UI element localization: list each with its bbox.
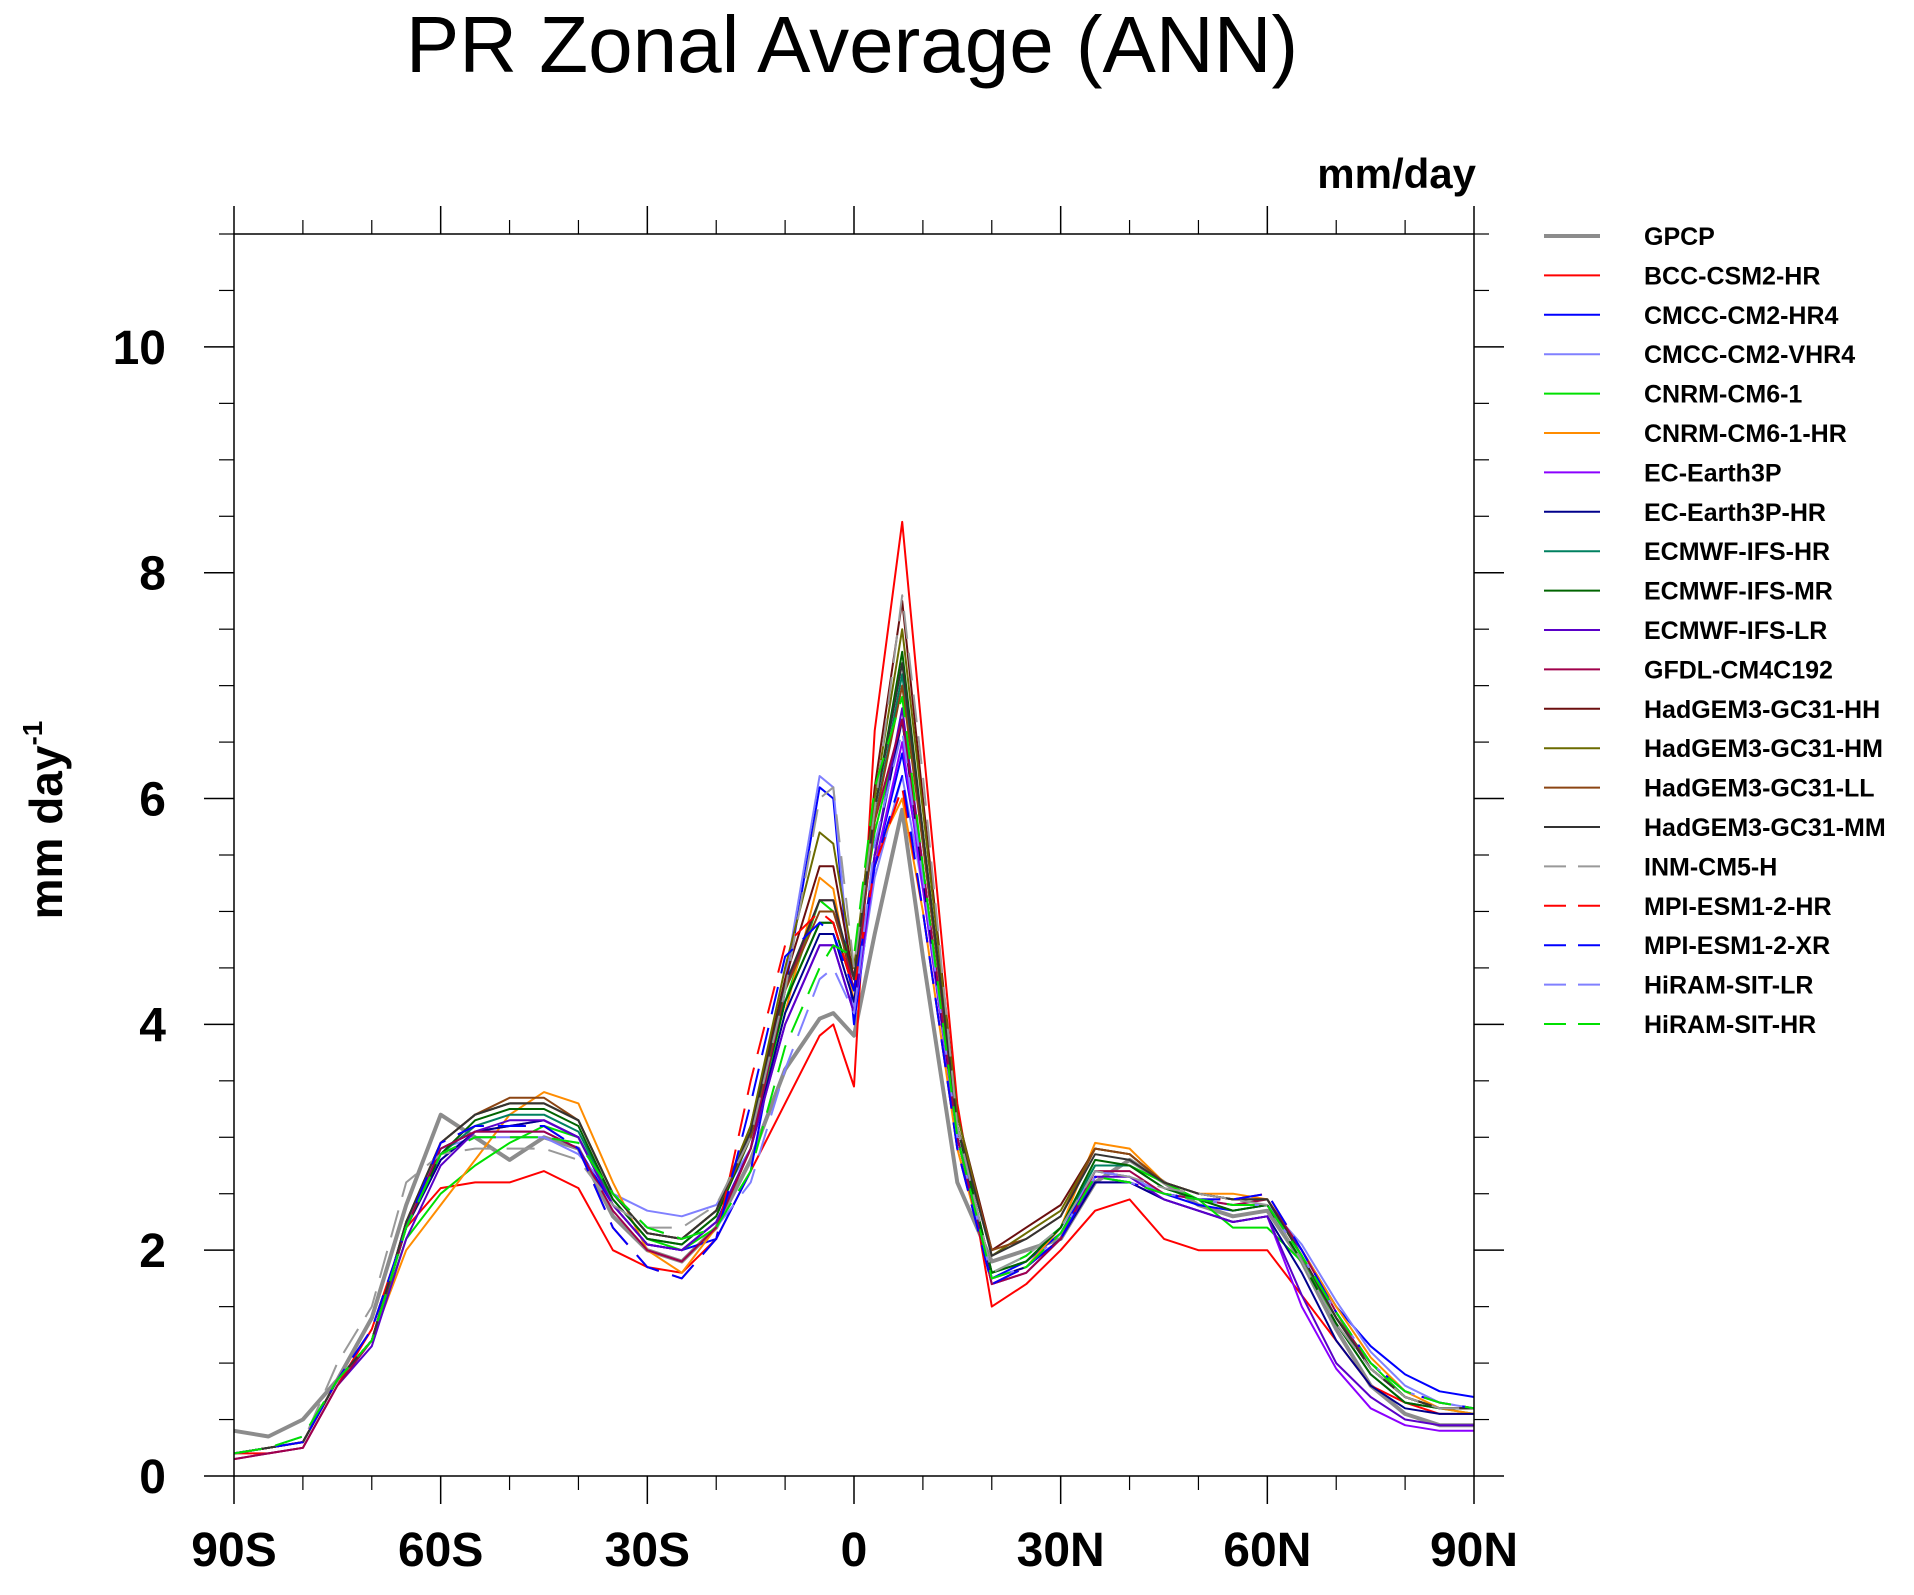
series-line-cnrm-cm6-1-hr [233, 797, 1475, 1455]
x-tick-label: 0 [841, 1524, 868, 1577]
x-tick-label: 90N [1430, 1524, 1518, 1577]
series-line-hadgem3-gc31-hm [233, 628, 1474, 1455]
legend-label: HadGEM3-GC31-LL [1644, 775, 1875, 803]
legend-label: HadGEM3-GC31-MM [1644, 814, 1886, 842]
y-tick-label: 4 [139, 999, 166, 1052]
x-tick-label: 30N [1017, 1524, 1105, 1577]
chart-title: PR Zonal Average (ANN) [406, 0, 1298, 89]
x-tick-label: 30S [605, 1524, 690, 1577]
series-line-gpcp [233, 807, 1474, 1439]
legend-label: MPI-ESM1-2-HR [1644, 893, 1832, 921]
series-line-mpi-esm1-2-xr [233, 775, 1475, 1455]
series-line-inm-cm5-h [233, 594, 1474, 1455]
series-line-bcc-csm2-hr [234, 520, 1474, 1455]
legend-label: HiRAM-SIT-HR [1644, 1011, 1816, 1039]
legend-label: CMCC-CM2-HR4 [1644, 302, 1839, 330]
y-tick-label: 2 [139, 1225, 166, 1278]
series-line-mpi-esm1-2-hr [233, 786, 1475, 1455]
legend-label: GFDL-CM4C192 [1644, 656, 1833, 684]
series-line-hadgem3-gc31-mm [233, 662, 1474, 1455]
y-tick-label: 10 [113, 322, 166, 375]
axes-layer: 90S 60S 30S 0 30N 60N 90N 0 2 4 6 8 10 [113, 206, 1518, 1577]
series-line-ecmwf-ifs-hr [233, 673, 1474, 1455]
legend-label: HadGEM3-GC31-HH [1644, 696, 1880, 724]
legend-label: ECMWF-IFS-HR [1644, 538, 1830, 566]
legend-label: CNRM-CM6-1 [1644, 381, 1802, 409]
legend-label: EC-Earth3P [1644, 459, 1782, 487]
y-tick-label: 0 [139, 1451, 166, 1504]
legend-label: INM-CM5-H [1644, 853, 1777, 881]
series-line-gfdl-cm4c192 [233, 718, 1474, 1461]
legend-label: HadGEM3-GC31-HM [1644, 735, 1883, 763]
y-axis-label: mm day-1 [17, 721, 72, 920]
y-tick-label: 6 [139, 774, 166, 827]
series-line-cmcc-cm2-hr4 [233, 752, 1475, 1455]
series-line-hiram-sit-hr [233, 695, 1475, 1455]
y-tick-label: 8 [139, 548, 166, 601]
legend-label: ECMWF-IFS-LR [1644, 617, 1827, 645]
legend: GPCP BCC-CSM2-HR CMCC-CM2-HR4 CMCC-CM2-VHR4… [1544, 223, 1886, 1039]
legend-label: EC-Earth3P-HR [1644, 499, 1826, 527]
plot-frame [233, 233, 1475, 1477]
y-axis-label-superscript: -1 [17, 721, 48, 746]
legend-label: MPI-ESM1-2-XR [1644, 932, 1830, 960]
series-line-hiram-sit-lr [233, 729, 1475, 1455]
series-layer [233, 520, 1475, 1461]
x-tick-label: 90S [191, 1524, 276, 1577]
legend-label: GPCP [1644, 223, 1715, 251]
legend-label: BCC-CSM2-HR [1644, 262, 1820, 290]
y-axis-label-text: mm day [20, 745, 72, 919]
units-label: mm/day [1317, 150, 1476, 197]
series-line-ec-earth3p [233, 741, 1474, 1455]
series-line-cmcc-cm2-vhr4 [233, 775, 1475, 1455]
x-tick-label: 60S [398, 1524, 483, 1577]
series-line-ecmwf-ifs-mr [233, 650, 1474, 1455]
legend-label: ECMWF-IFS-MR [1644, 578, 1833, 606]
legend-label: CMCC-CM2-VHR4 [1644, 341, 1855, 369]
legend-label: HiRAM-SIT-LR [1644, 972, 1813, 1000]
legend-label: CNRM-CM6-1-HR [1644, 420, 1847, 448]
x-tick-label: 60N [1223, 1524, 1311, 1577]
